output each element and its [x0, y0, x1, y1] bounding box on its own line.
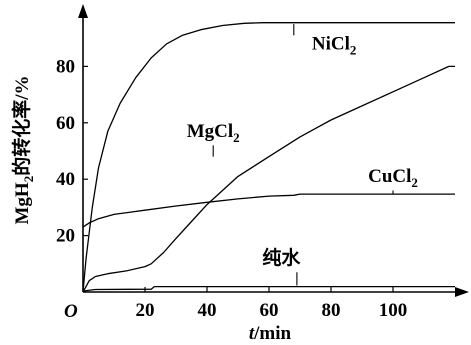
origin-label: O — [64, 301, 78, 322]
y-tick-label: 80 — [56, 56, 75, 77]
y-axis-arrow-icon — [78, 4, 88, 18]
x-tick-label: 60 — [260, 300, 279, 321]
series-line-1 — [82, 65, 455, 293]
series-line-2 — [82, 193, 455, 228]
ticks: 20 40 60 80 100 20 40 60 80 t/min MgH2的转化率/% — [10, 56, 407, 344]
y-axis-title: MgH2的转化率/% — [10, 76, 36, 225]
x-tick-label: 20 — [136, 300, 155, 321]
series-label-1: MgCl2 — [187, 121, 240, 145]
series-label-0: NiCl2 — [312, 33, 357, 57]
series-lines — [82, 22, 455, 293]
y-tick-label: 60 — [56, 113, 75, 134]
series-label-2: CuCl2 — [368, 166, 418, 190]
y-tick-label: 40 — [56, 169, 75, 190]
series-line-3 — [82, 285, 455, 293]
y-tick-label: 20 — [56, 226, 75, 247]
x-tick-label: 40 — [198, 300, 217, 321]
series-line-0 — [82, 22, 455, 293]
x-axis-arrow-icon — [455, 287, 469, 297]
series-labels: NiCl2 MgCl2 CuCl2 纯水 — [187, 24, 418, 286]
series-label-3: 纯水 — [262, 246, 301, 269]
x-tick-label: 100 — [379, 300, 408, 321]
x-tick-label: 80 — [322, 300, 341, 321]
x-axis-title: t/min — [249, 323, 292, 344]
axes: O — [64, 4, 469, 322]
